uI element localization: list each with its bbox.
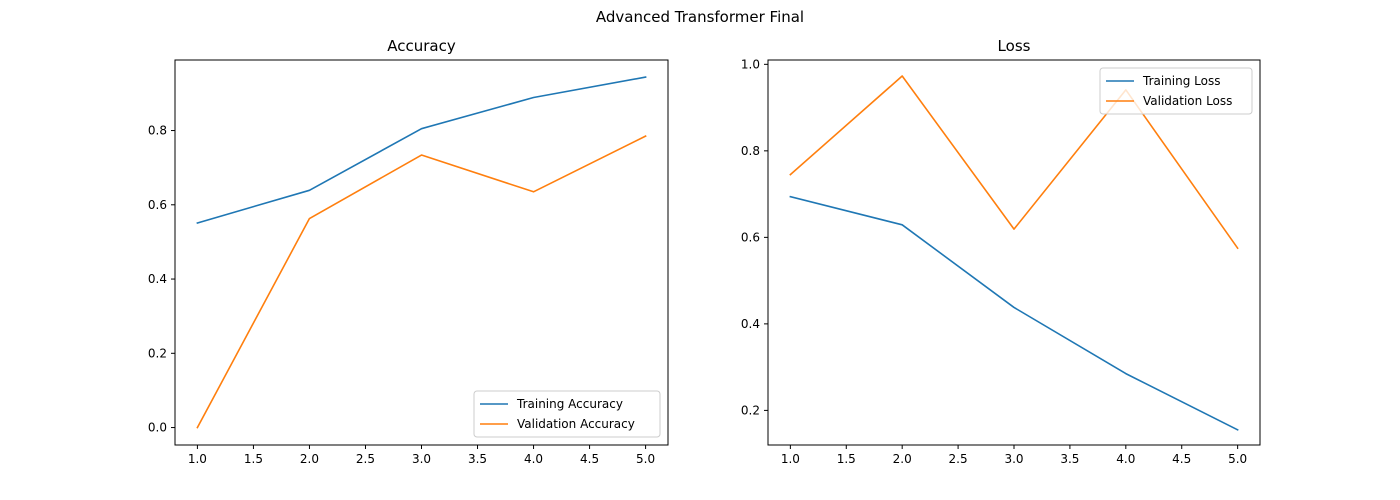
axes-frame bbox=[174, 59, 669, 446]
axes-frame bbox=[767, 59, 1261, 446]
axes-title: Accuracy bbox=[387, 37, 456, 55]
x-tick-label: 2.5 bbox=[356, 452, 375, 466]
x-tick-label: 3.5 bbox=[468, 452, 487, 466]
legend-label-1: Validation Loss bbox=[1143, 94, 1232, 108]
legend-box bbox=[473, 390, 661, 438]
series-line-0 bbox=[789, 195, 1239, 431]
x-tick-label: 2.0 bbox=[300, 452, 319, 466]
series-line-1 bbox=[789, 75, 1239, 250]
x-tick-label: 3.0 bbox=[412, 452, 431, 466]
legend-label-1: Validation Accuracy bbox=[517, 417, 635, 431]
x-tick-label: 1.5 bbox=[244, 452, 263, 466]
x-tick-label: 1.0 bbox=[188, 452, 207, 466]
y-tick-label: 0.0 bbox=[148, 421, 167, 435]
y-tick-label: 0.2 bbox=[741, 403, 760, 417]
figure-title: Advanced Transformer Final bbox=[596, 8, 804, 26]
y-tick-label: 0.4 bbox=[741, 317, 760, 331]
y-tick-label: 0.4 bbox=[148, 272, 167, 286]
y-tick-label: 0.2 bbox=[148, 346, 167, 360]
y-tick-label: 0.6 bbox=[741, 230, 760, 244]
y-tick-label: 0.6 bbox=[148, 198, 167, 212]
x-tick-label: 2.5 bbox=[949, 452, 968, 466]
x-tick-label: 3.5 bbox=[1060, 452, 1079, 466]
y-tick-label: 1.0 bbox=[741, 57, 760, 71]
x-tick-label: 3.0 bbox=[1004, 452, 1023, 466]
x-tick-label: 4.0 bbox=[1116, 452, 1135, 466]
loss-chart: Loss 1.0 1.5 2.0 2.5 3.0 3.5 4.0 4.5 5.0 0.2 0.4 0.6… bbox=[741, 37, 1261, 466]
x-tick-label: 4.5 bbox=[1172, 452, 1191, 466]
series-line-0 bbox=[196, 76, 647, 224]
y-tick-label: 0.8 bbox=[148, 124, 167, 138]
x-tick-label: 1.5 bbox=[837, 452, 856, 466]
x-tick-label: 1.0 bbox=[781, 452, 800, 466]
legend: Training Loss Validation Loss bbox=[1099, 67, 1253, 115]
x-tick-label: 5.0 bbox=[1228, 452, 1247, 466]
y-tick-label: 0.8 bbox=[741, 144, 760, 158]
x-tick-label: 5.0 bbox=[636, 452, 655, 466]
legend: Training Accuracy Validation Accuracy bbox=[473, 390, 661, 438]
legend-box bbox=[1099, 67, 1253, 115]
x-tick-label: 4.5 bbox=[580, 452, 599, 466]
legend-label-0: Training Loss bbox=[1142, 74, 1220, 88]
x-tick-label: 4.0 bbox=[524, 452, 543, 466]
series-line-1 bbox=[196, 135, 647, 429]
legend-label-0: Training Accuracy bbox=[516, 397, 623, 411]
axes-title: Loss bbox=[998, 37, 1031, 55]
accuracy-chart: Accuracy 1.0 1.5 2.0 2.5 3.0 3.5 4.0 4.5 5.0 0.0 0.… bbox=[148, 37, 669, 466]
x-tick-label: 2.0 bbox=[893, 452, 912, 466]
